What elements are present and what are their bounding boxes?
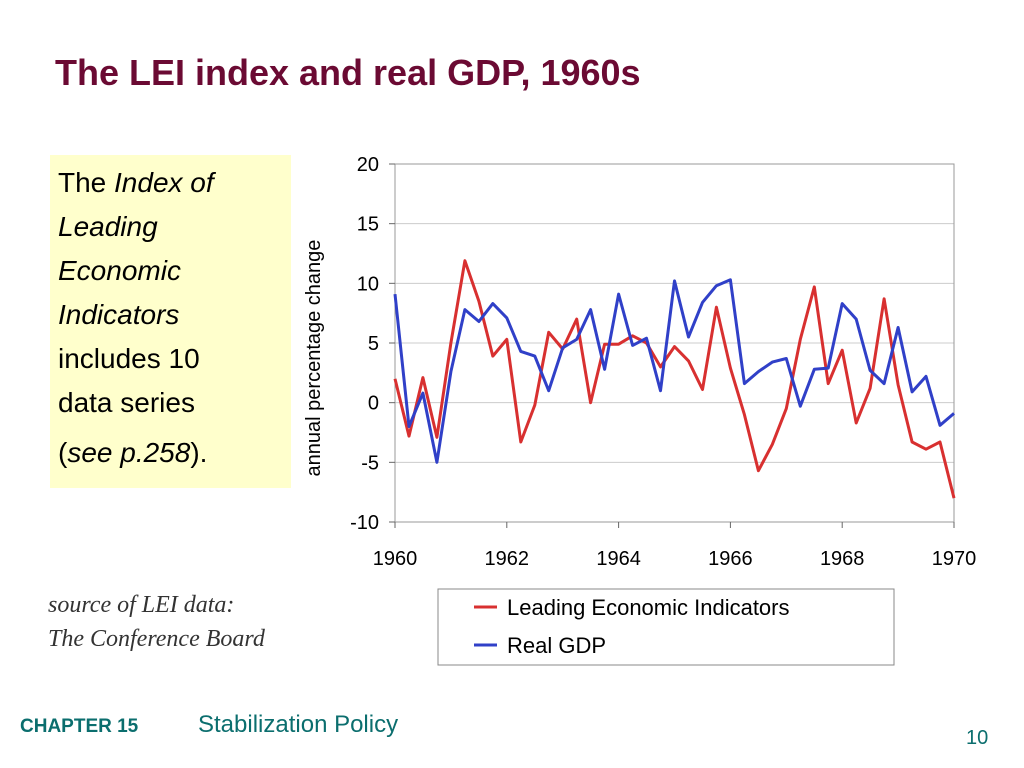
y-axis-label: annual percentage change xyxy=(303,240,325,477)
series-line-real-gdp xyxy=(393,278,955,464)
x-tick-label: 1970 xyxy=(932,548,977,570)
x-tick-label: 1962 xyxy=(485,548,530,570)
callout-italic-text: Indicators xyxy=(58,299,180,330)
series-line-lei xyxy=(393,259,956,499)
y-tick-label: 5 xyxy=(368,333,379,355)
y-tick-label: 20 xyxy=(357,154,379,176)
x-tick-label: 1960 xyxy=(373,548,418,570)
x-tick-label: 1968 xyxy=(820,548,865,570)
y-axis-ticks: -10 -5 0 5 10 15 20 xyxy=(350,154,395,534)
callout-italic-text: Index of xyxy=(114,167,214,198)
y-tick-label: 10 xyxy=(357,273,379,295)
callout-text: The xyxy=(58,167,115,198)
y-tick-label: 15 xyxy=(357,214,379,236)
x-tick-label: 1964 xyxy=(596,548,641,570)
legend-label-gdp: Real GDP xyxy=(507,633,606,658)
page-number: 10 xyxy=(966,727,989,749)
slide-title: The LEI index and real GDP, 1960s xyxy=(55,52,641,93)
legend-label-lei: Leading Economic Indicators xyxy=(507,595,790,620)
callout-italic-text: see p.258 xyxy=(67,437,191,468)
callout-text: ( xyxy=(58,437,68,468)
chart-series-lines xyxy=(393,259,956,499)
y-tick-label: -10 xyxy=(350,512,379,534)
callout-line: (see p.258). xyxy=(58,431,283,475)
footer-topic-label: Stabilization Policy xyxy=(198,711,399,738)
source-line: The Conference Board xyxy=(48,626,265,652)
callout-text: includes 10 xyxy=(58,343,200,374)
y-tick-label: 0 xyxy=(368,393,379,415)
chart-gridlines xyxy=(395,163,954,523)
chart-legend: Leading Economic Indicators Real GDP xyxy=(437,588,895,666)
callout-text: ). xyxy=(190,437,208,468)
x-tick-label: 1966 xyxy=(708,548,753,570)
callout-text: data series xyxy=(58,387,195,418)
x-axis-ticks: 1960 1962 1964 1966 1968 1970 xyxy=(373,522,977,570)
y-tick-label: -5 xyxy=(361,452,379,474)
footer-chapter-label: CHAPTER 15 xyxy=(20,716,139,737)
source-note: source of LEI data: The Conference Board xyxy=(48,588,265,656)
callout-italic-text: Leading xyxy=(58,211,158,242)
callout-italic-text: Economic xyxy=(58,255,181,286)
lei-callout-box: The Index of Leading Economic Indicators… xyxy=(50,155,291,488)
source-line: source of LEI data: xyxy=(48,592,235,618)
legend-frame xyxy=(437,588,895,666)
callout-line: The Index of xyxy=(58,161,283,205)
